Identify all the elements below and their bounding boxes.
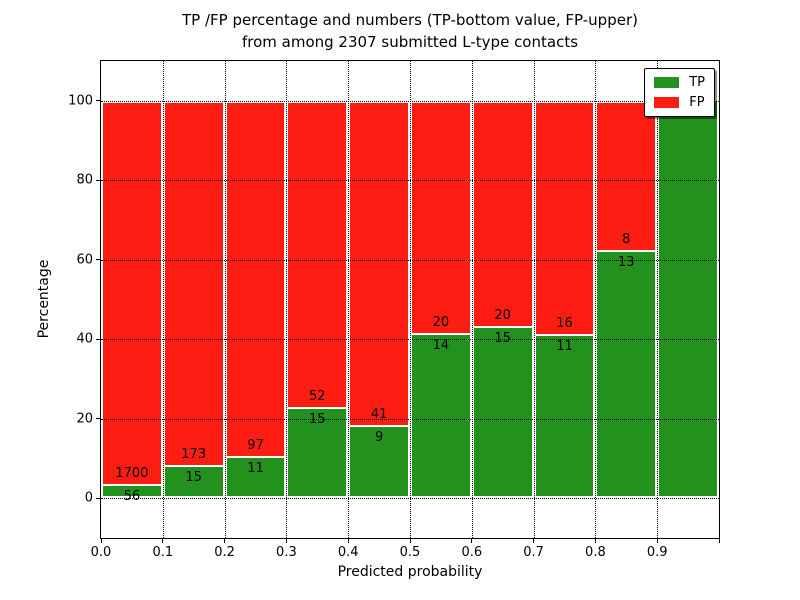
tp-count-label: 9 [374, 429, 384, 445]
bar-segment-fp [471, 100, 534, 328]
x-tick-label: 0.9 [646, 545, 668, 560]
x-tick-mark [594, 538, 596, 543]
bar-segment-fp [533, 100, 596, 337]
y-tick-label: 100 [68, 93, 93, 109]
gridline-vertical [657, 61, 659, 538]
y-tick-mark [96, 259, 101, 261]
y-axis-label: Percentage [36, 259, 52, 339]
fp-count-label: 20 [494, 307, 511, 323]
gridline-vertical [224, 61, 226, 538]
x-tick-mark [347, 538, 349, 543]
x-tick-mark [162, 538, 164, 543]
bar-segment-tp [410, 334, 472, 499]
tp-count-label: 56 [123, 488, 141, 504]
chart-title: TP /FP percentage and numbers (TP-bottom… [100, 9, 720, 53]
x-tick-label: 0.6 [461, 545, 483, 560]
bar-segment-tp [471, 327, 534, 499]
tp-count-label: 13 [618, 255, 635, 271]
gridline-vertical [162, 61, 164, 538]
tp-count-label: 11 [556, 339, 573, 355]
gridline-vertical [595, 61, 597, 538]
legend-item-fp: FP [654, 96, 705, 109]
x-tick-mark [471, 538, 473, 543]
bar-segment-fp [286, 100, 349, 410]
tp-count-label: 15 [494, 330, 511, 346]
y-tick-mark [96, 418, 101, 420]
bar-segment-tp [533, 336, 596, 499]
x-axis-label: Predicted probability [337, 564, 483, 580]
x-tick-label: 0.7 [523, 545, 544, 560]
y-tick-label: 20 [76, 411, 93, 427]
fp-count-label: 52 [309, 389, 326, 405]
y-tick-mark [96, 100, 101, 102]
x-tick-mark [656, 538, 658, 543]
bar-segment-tp [348, 426, 410, 499]
x-tick-label: 0.1 [152, 545, 174, 560]
bar-segment-tp [224, 457, 287, 499]
tp-count-label: 14 [432, 337, 450, 353]
y-tick-label: 40 [76, 331, 93, 347]
x-tick-label: 0.0 [90, 545, 112, 560]
fp-swatch-icon [654, 97, 680, 108]
legend-item-tp: TP [654, 76, 705, 89]
gridline-vertical [286, 61, 288, 538]
x-tick-label: 0.3 [276, 545, 297, 560]
tp-count-label: 15 [185, 469, 202, 485]
bar-segment-tp [657, 100, 719, 499]
fp-count-label: 20 [432, 314, 450, 330]
x-tick-mark [100, 538, 102, 543]
fp-count-label: 173 [181, 446, 207, 462]
x-tick-label: 0.5 [399, 545, 421, 560]
legend-label-fp: FP [689, 95, 705, 110]
y-tick-mark [96, 179, 101, 181]
bar-segment-fp [162, 100, 225, 467]
tp-count-label: 11 [247, 460, 264, 476]
x-tick-mark [285, 538, 287, 543]
bar-segment-fp [595, 100, 658, 253]
bar-segment-tp [101, 485, 163, 499]
bar-segment-fp [410, 100, 472, 335]
x-tick-label: 0.4 [337, 545, 359, 560]
plot-area: TP FP 1700 56 173 15 97 11 52 15 41 9 20 14 20 15 16 11… [68, 60, 720, 560]
x-tick-mark [224, 538, 226, 543]
x-tick-mark [409, 538, 411, 543]
y-tick-label: 0 [84, 490, 93, 506]
x-tick-label: 0.2 [214, 545, 235, 560]
fp-count-label: 8 [622, 232, 631, 248]
bar-segment-fp [348, 100, 410, 427]
y-tick-mark [96, 497, 101, 499]
tp-swatch-icon [654, 77, 680, 88]
chart-title-line1: TP /FP percentage and numbers (TP-bottom… [182, 11, 638, 29]
gridline-vertical [533, 61, 535, 538]
tp-count-label: 15 [309, 412, 326, 428]
fp-count-label: 97 [247, 437, 264, 453]
fp-count-label: 16 [556, 316, 573, 332]
y-tick-label: 80 [76, 172, 93, 188]
fp-count-label: 1700 [115, 465, 149, 481]
y-tick-label: 60 [76, 252, 93, 268]
bar-segment-tp [162, 466, 225, 499]
gridline-vertical [348, 61, 350, 538]
bar-segment-tp [595, 252, 658, 499]
y-tick-mark [96, 338, 101, 340]
fp-count-label: 41 [370, 406, 388, 422]
gridline-vertical [410, 61, 411, 538]
x-tick-mark [718, 538, 720, 543]
x-tick-mark [533, 538, 535, 543]
bar-segment-fp [101, 100, 163, 486]
bar-segment-tp [286, 409, 349, 499]
legend: TP FP [644, 68, 715, 117]
gridline-vertical [471, 61, 473, 538]
x-tick-label: 0.8 [585, 545, 606, 560]
legend-label-tp: TP [689, 75, 705, 90]
chart-title-line2: from among 2307 submitted L-type contact… [241, 33, 579, 51]
bar-segment-fp [224, 100, 287, 458]
